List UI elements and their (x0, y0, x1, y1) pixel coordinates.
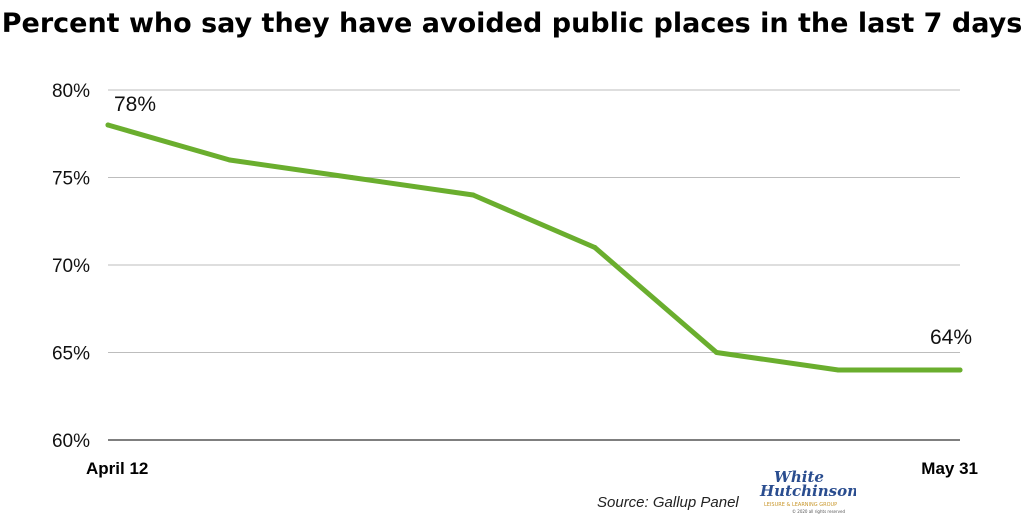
logo-line1: White (774, 468, 824, 486)
data-point (592, 245, 598, 250)
source-note: Source: Gallup Panel (597, 494, 739, 511)
white-hutchinson-logo: White Hutchinson LEISURE & LEARNING GROU… (759, 468, 856, 514)
logo-copyright: © 2020 all rights reserved (792, 509, 845, 514)
data-point (470, 192, 476, 198)
series-line (105, 122, 963, 373)
data-point (227, 157, 233, 163)
y-tick-label: 80% (52, 81, 90, 102)
y-tick-label: 65% (52, 344, 90, 365)
data-point (105, 122, 111, 128)
chart-title: Percent who say they have avoided public… (1, 8, 1023, 39)
x-tick-label: April 12 (86, 459, 148, 478)
y-tick-label: 75% (52, 169, 90, 190)
logo-tagline: LEISURE & LEARNING GROUP (764, 502, 837, 508)
data-point (348, 175, 354, 180)
logo-line2: Hutchinson (759, 482, 856, 500)
x-tick-label: May 31 (921, 459, 978, 478)
data-point (957, 367, 963, 373)
y-tick-label: 60% (52, 431, 90, 452)
y-tick-label: 70% (52, 256, 90, 277)
data-label: 64% (930, 326, 972, 349)
data-point (714, 350, 720, 355)
data-point (835, 367, 841, 373)
data-label: 78% (114, 93, 156, 116)
